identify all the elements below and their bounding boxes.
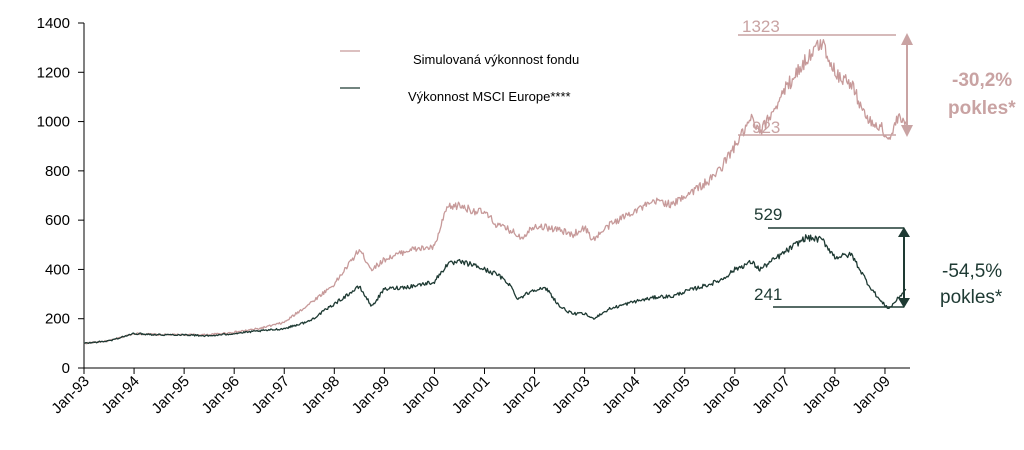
legend-label-msci: Výkonnost MSCI Europe****	[408, 89, 571, 104]
msci-drop-word: pokles*	[940, 287, 1003, 308]
fund-drop-word: pokles*	[948, 98, 1016, 119]
fund-drop-pct: -30,2%	[952, 70, 1012, 91]
x-tick-label: Jan-94	[98, 373, 142, 417]
y-tick-label: 800	[45, 163, 70, 180]
x-tick-label: Jan-01	[449, 373, 493, 417]
fund-peak-label: 1323	[742, 17, 780, 36]
x-tick-label: Jan-97	[249, 373, 293, 417]
x-tick-label: Jan-06	[699, 373, 743, 417]
msci-trough-label: 241	[754, 285, 782, 304]
y-tick-label: 0	[62, 360, 70, 377]
msci-drop-arrow-head-down	[898, 298, 910, 308]
y-tick-label: 200	[45, 311, 70, 328]
fund-drop-arrow-head-up	[901, 33, 913, 45]
msci-drop-arrow-head-up	[898, 227, 910, 237]
y-tick-label: 400	[45, 261, 70, 278]
x-tick-label: Jan-93	[48, 373, 92, 417]
y-tick-label: 1200	[37, 64, 70, 81]
msci-drop-pct: -54,5%	[942, 261, 1002, 282]
y-tick-label: 1400	[37, 15, 70, 32]
series-layer	[83, 39, 907, 345]
series-line-msci	[84, 234, 907, 344]
x-tick-label: Jan-07	[749, 373, 793, 417]
msci-peak-label: 529	[754, 205, 782, 224]
x-tick-label: Jan-04	[599, 373, 643, 417]
x-tick-label: Jan-00	[399, 373, 443, 417]
y-tick-label: 600	[45, 212, 70, 229]
fund-trough-label: 923	[752, 118, 780, 137]
series-line-fund	[83, 39, 907, 345]
x-tick-label: Jan-05	[649, 373, 693, 417]
x-tick-label: Jan-99	[349, 373, 393, 417]
x-tick-label: Jan-98	[299, 373, 343, 417]
x-tick-label: Jan-95	[148, 373, 192, 417]
x-tick-label: Jan-02	[499, 373, 543, 417]
y-tick-label: 1000	[37, 114, 70, 131]
x-tick-label: Jan-03	[549, 373, 593, 417]
x-tick-label: Jan-09	[849, 373, 893, 417]
legend-label-fund: Simulovaná výkonnost fondu	[413, 52, 579, 67]
x-tick-label: Jan-96	[199, 373, 243, 417]
fund-drop-arrow-head-down	[901, 125, 913, 137]
legend: Simulovaná výkonnost fondu Výkonnost MSC…	[340, 50, 579, 104]
annotations: 1323 923 -30,2% pokles* 529 241 -54,5% p…	[738, 17, 1016, 308]
x-tick-label: Jan-08	[799, 373, 843, 417]
